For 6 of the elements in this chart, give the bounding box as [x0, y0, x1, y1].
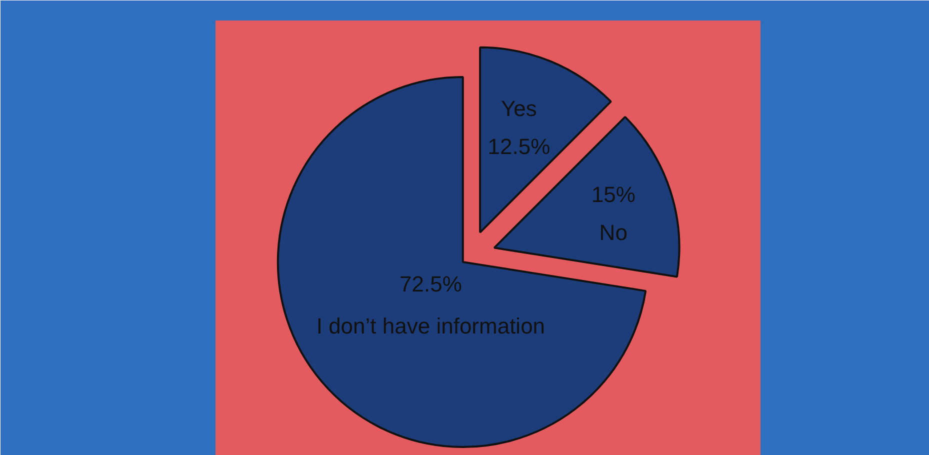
data-label: 12.5%: [488, 134, 550, 159]
data-label: 15%: [591, 182, 636, 207]
slice-label: No: [599, 220, 628, 245]
data-label: 72.5%: [400, 272, 462, 297]
slice-label: Yes: [501, 96, 537, 121]
slice-label: I don’t have information: [316, 314, 546, 339]
